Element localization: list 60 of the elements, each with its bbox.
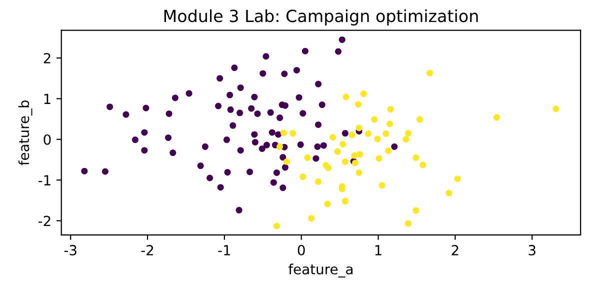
point [334, 148, 341, 155]
y-axis-title: feature_b [18, 100, 32, 166]
point [300, 174, 306, 180]
point [355, 101, 362, 108]
point [446, 190, 452, 196]
point [412, 154, 420, 161]
y-tick-label: -1 [38, 175, 50, 186]
x-axis-title: feature_a [288, 264, 352, 278]
point [382, 130, 390, 137]
point [348, 132, 356, 138]
point [308, 215, 315, 222]
point [356, 151, 364, 158]
point [371, 116, 378, 123]
point [416, 116, 424, 123]
point [315, 178, 322, 185]
point [356, 169, 362, 176]
point [493, 114, 500, 121]
x-tick-label: -3 [64, 244, 76, 256]
y-tick-label: 2 [44, 52, 50, 64]
point [378, 182, 386, 189]
point [426, 70, 434, 76]
point [365, 130, 372, 137]
point [412, 207, 420, 214]
x-tick-label: 3 [528, 244, 536, 256]
x-tick-label: 0 [298, 244, 305, 256]
point [552, 106, 560, 112]
point [420, 162, 426, 168]
chart-title: Module 3 Lab: Campaign optimization [164, 9, 478, 26]
point [342, 94, 350, 100]
point [304, 154, 311, 161]
point [340, 140, 346, 148]
point [356, 124, 362, 132]
point [290, 130, 296, 137]
point [273, 222, 280, 230]
y-tick-label: 1 [44, 94, 50, 104]
point [324, 200, 331, 208]
point [351, 152, 358, 159]
x-tick-label: 1 [375, 245, 382, 256]
point [280, 130, 287, 136]
y-tick-label: 0 [44, 134, 51, 145]
point [330, 134, 336, 141]
point [376, 155, 382, 162]
point [325, 164, 332, 172]
x-tick-label: 2 [452, 244, 458, 256]
point [386, 120, 394, 128]
point [402, 136, 410, 143]
point [387, 106, 394, 113]
point [283, 158, 290, 165]
point [385, 147, 392, 154]
point [342, 198, 348, 204]
point [374, 136, 381, 142]
point [360, 90, 367, 98]
point [405, 220, 412, 227]
point [342, 158, 348, 165]
x-tick-label: -2 [141, 244, 154, 256]
point [405, 130, 412, 137]
y-tick-label: -2 [38, 216, 50, 226]
point [276, 143, 284, 150]
x-tick-label: -1 [218, 245, 230, 256]
point [454, 176, 461, 182]
